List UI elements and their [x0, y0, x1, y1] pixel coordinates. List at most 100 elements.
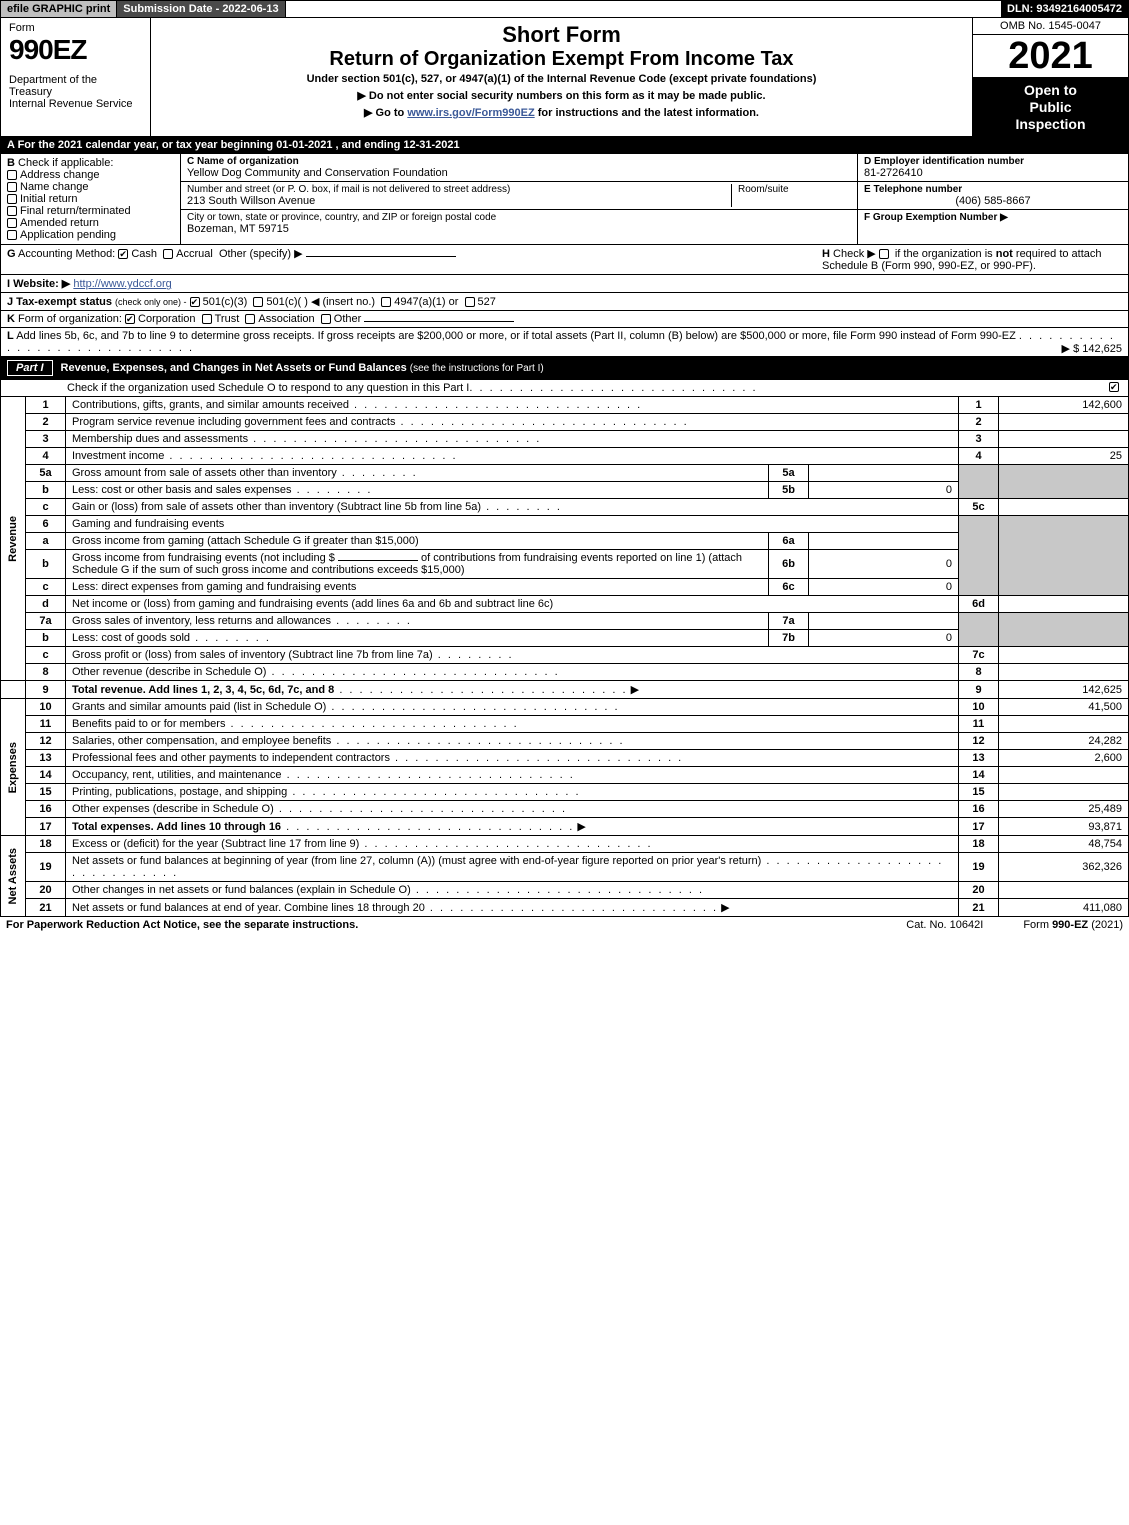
section-def: D Employer identification number 81-2726… [858, 154, 1128, 244]
form-meta-block: OMB No. 1545-0047 2021 Open to Public In… [973, 18, 1128, 136]
k-key: K [7, 313, 15, 325]
initial-return-checkbox[interactable] [7, 194, 17, 204]
l6a-desc: Gross income from gaming (attach Schedul… [66, 533, 769, 550]
trust-label: Trust [215, 313, 240, 325]
line-3: 3 Membership dues and assessments 3 [1, 431, 1129, 448]
other-org-label: Other [334, 313, 362, 325]
l6d-rn: 6d [959, 596, 999, 613]
l19-rn: 19 [959, 853, 999, 882]
l8-amt [999, 664, 1129, 681]
l18-rn: 18 [959, 836, 999, 853]
l17-desc: Total expenses. Add lines 10 through 16 [72, 821, 281, 833]
line-16: 16 Other expenses (describe in Schedule … [1, 801, 1129, 818]
l6-shade [959, 516, 999, 596]
h-key: H [822, 248, 830, 260]
l2-rn: 2 [959, 414, 999, 431]
d-label: D Employer identification number [864, 156, 1122, 167]
other-specify-input[interactable] [306, 256, 456, 257]
g-key: G [7, 248, 16, 260]
l5c-num: c [26, 499, 66, 516]
website-link[interactable]: http://www.ydccf.org [73, 278, 171, 290]
l6-shade-amt [999, 516, 1129, 596]
line-5c: c Gain or (loss) from sale of assets oth… [1, 499, 1129, 516]
l6c-desc: Less: direct expenses from gaming and fu… [72, 581, 356, 593]
association-checkbox[interactable] [245, 314, 255, 324]
row-a-tax-year: A For the 2021 calendar year, or tax yea… [0, 137, 1129, 154]
name-change-label: Name change [20, 181, 89, 193]
l15-desc: Printing, publications, postage, and shi… [72, 786, 287, 798]
amended-return-checkbox[interactable] [7, 218, 17, 228]
501c3-checkbox[interactable] [190, 297, 200, 307]
section-c: C Name of organization Yellow Dog Commun… [181, 154, 858, 244]
form-code: 990EZ [9, 34, 142, 66]
l5a-sub: 5a [769, 465, 809, 482]
l6c-num: c [26, 579, 66, 596]
l9-desc: Total revenue. Add lines 1, 2, 3, 4, 5c,… [72, 684, 334, 696]
j-sub: (check only one) - [115, 297, 187, 307]
l13-desc: Professional fees and other payments to … [72, 752, 390, 764]
form-ref-post: (2021) [1088, 919, 1123, 931]
l6b-blank[interactable] [338, 560, 418, 561]
l6b-num: b [26, 550, 66, 579]
l5ab-shade [959, 465, 999, 499]
line-21: 21 Net assets or fund balances at end of… [1, 899, 1129, 917]
line-9: 9 Total revenue. Add lines 1, 2, 3, 4, 5… [1, 681, 1129, 699]
application-pending-checkbox[interactable] [7, 230, 17, 240]
city-state-zip: Bozeman, MT 59715 [187, 223, 851, 235]
corporation-checkbox[interactable] [125, 314, 135, 324]
l6b-subamt: 0 [809, 550, 959, 579]
l-text: Add lines 5b, 6c, and 7b to line 9 to de… [16, 330, 1016, 342]
l7c-num: c [26, 647, 66, 664]
4947-label: 4947(a)(1) or [394, 296, 458, 308]
l12-num: 12 [26, 733, 66, 750]
line-4: 4 Investment income 4 25 [1, 448, 1129, 465]
l16-num: 16 [26, 801, 66, 818]
l17-amt: 93,871 [999, 818, 1129, 836]
other-specify-label: Other (specify) ▶ [219, 248, 303, 260]
cash-checkbox[interactable] [118, 249, 128, 259]
l11-desc: Benefits paid to or for members [72, 718, 225, 730]
paperwork-notice: For Paperwork Reduction Act Notice, see … [6, 919, 358, 931]
expenses-vlabel-cell: Expenses [1, 699, 26, 836]
l20-num: 20 [26, 882, 66, 899]
addr-label: Number and street (or P. O. box, if mail… [187, 184, 731, 195]
l17-num: 17 [26, 818, 66, 836]
short-form-title: Short Form [159, 22, 964, 48]
omb-number: OMB No. 1545-0047 [973, 18, 1128, 35]
l18-num: 18 [26, 836, 66, 853]
l7a-num: 7a [26, 613, 66, 630]
netassets-vlabel: Net Assets [7, 848, 19, 904]
accrual-checkbox[interactable] [163, 249, 173, 259]
e-label: E Telephone number [864, 184, 1122, 195]
irs-link[interactable]: www.irs.gov/Form990EZ [407, 107, 534, 119]
l4-num: 4 [26, 448, 66, 465]
l6-num: 6 [26, 516, 66, 533]
efile-label[interactable]: efile GRAPHIC print [1, 1, 117, 17]
goto-line: ▶ Go to www.irs.gov/Form990EZ for instru… [159, 106, 964, 119]
other-org-input[interactable] [364, 321, 514, 322]
line-7a: 7a Gross sales of inventory, less return… [1, 613, 1129, 630]
cat-no: Cat. No. 10642I [906, 919, 983, 931]
trust-checkbox[interactable] [202, 314, 212, 324]
h-checkbox[interactable] [879, 249, 889, 259]
schedule-o-text: Check if the organization used Schedule … [67, 382, 469, 394]
tax-year: 2021 [973, 35, 1128, 78]
527-checkbox[interactable] [465, 297, 475, 307]
final-return-checkbox[interactable] [7, 206, 17, 216]
other-org-checkbox[interactable] [321, 314, 331, 324]
4947-checkbox[interactable] [381, 297, 391, 307]
line-12: 12 Salaries, other compensation, and emp… [1, 733, 1129, 750]
address-change-checkbox[interactable] [7, 170, 17, 180]
line-6: 6 Gaming and fundraising events [1, 516, 1129, 533]
l12-rn: 12 [959, 733, 999, 750]
h-text2: if the organization is [895, 248, 996, 260]
form-word: Form [9, 22, 142, 34]
name-change-checkbox[interactable] [7, 182, 17, 192]
l5b-num: b [26, 482, 66, 499]
line-g-h: G Accounting Method: Cash Accrual Other … [0, 245, 1129, 275]
street-address: 213 South Willson Avenue [187, 195, 731, 207]
501c-checkbox[interactable] [253, 297, 263, 307]
schedule-o-checkbox[interactable] [1109, 382, 1119, 392]
line-20: 20 Other changes in net assets or fund b… [1, 882, 1129, 899]
l1-num: 1 [26, 397, 66, 414]
